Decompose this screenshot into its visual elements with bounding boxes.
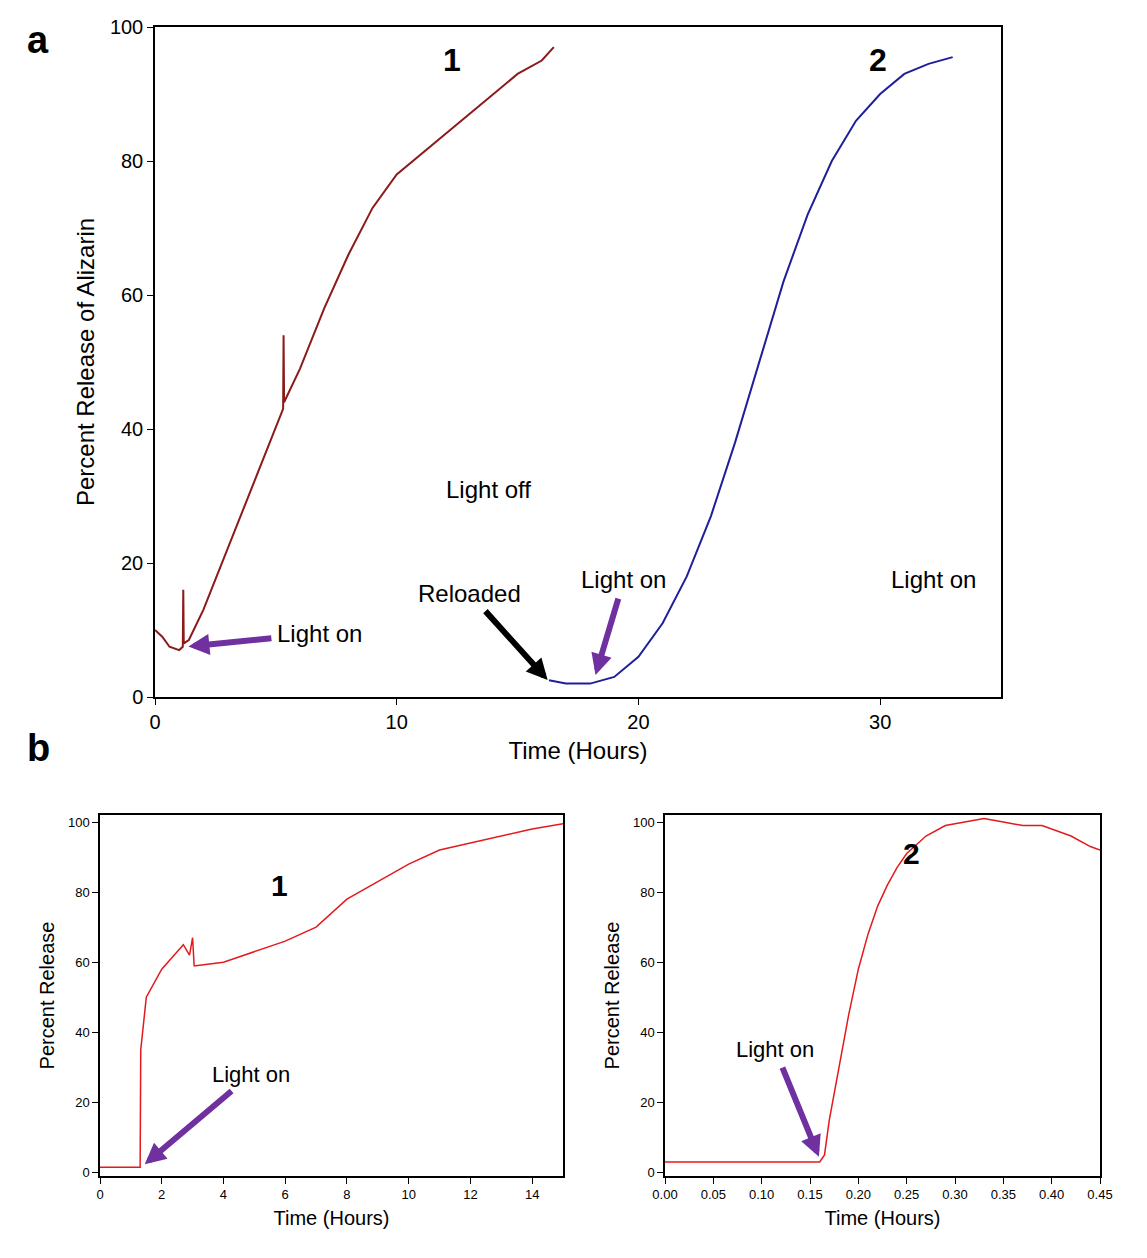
svg-text:60: 60 (75, 955, 89, 970)
svg-text:0.10: 0.10 (749, 1187, 774, 1202)
svg-text:2: 2 (903, 837, 920, 870)
svg-text:8: 8 (343, 1187, 350, 1202)
svg-text:20: 20 (640, 1095, 654, 1110)
svg-text:0.25: 0.25 (894, 1187, 919, 1202)
svg-text:Light on: Light on (581, 566, 666, 593)
svg-text:0.45: 0.45 (1087, 1187, 1112, 1202)
svg-text:Percent Release: Percent Release (601, 922, 623, 1070)
svg-text:20: 20 (121, 552, 143, 574)
svg-text:Percent Release of Alizarin: Percent Release of Alizarin (72, 218, 99, 506)
svg-text:20: 20 (627, 711, 649, 733)
svg-text:0.35: 0.35 (991, 1187, 1016, 1202)
svg-text:0: 0 (132, 686, 143, 708)
svg-text:6: 6 (282, 1187, 289, 1202)
svg-text:80: 80 (75, 885, 89, 900)
svg-text:Time (Hours): Time (Hours) (825, 1207, 941, 1229)
svg-text:80: 80 (121, 150, 143, 172)
svg-text:30: 30 (869, 711, 891, 733)
svg-text:100: 100 (110, 16, 143, 38)
svg-text:Reloaded: Reloaded (418, 580, 521, 607)
svg-text:10: 10 (401, 1187, 415, 1202)
svg-text:4: 4 (220, 1187, 227, 1202)
svg-text:0: 0 (149, 711, 160, 733)
svg-text:0.40: 0.40 (1039, 1187, 1064, 1202)
svg-text:40: 40 (75, 1025, 89, 1040)
svg-text:Time (Hours): Time (Hours) (274, 1207, 390, 1229)
svg-text:40: 40 (121, 418, 143, 440)
svg-text:14: 14 (525, 1187, 539, 1202)
svg-text:100: 100 (633, 815, 655, 830)
svg-text:0: 0 (82, 1165, 89, 1180)
svg-text:60: 60 (640, 955, 654, 970)
svg-text:1: 1 (443, 42, 461, 78)
svg-text:1: 1 (271, 869, 288, 902)
svg-text:b: b (27, 727, 50, 769)
svg-text:0.30: 0.30 (942, 1187, 967, 1202)
svg-text:40: 40 (640, 1025, 654, 1040)
svg-text:2: 2 (158, 1187, 165, 1202)
svg-text:0.20: 0.20 (846, 1187, 871, 1202)
svg-text:a: a (27, 19, 49, 61)
svg-text:0: 0 (647, 1165, 654, 1180)
svg-text:Light on: Light on (891, 566, 976, 593)
svg-text:10: 10 (386, 711, 408, 733)
svg-text:2: 2 (869, 42, 887, 78)
svg-text:0.05: 0.05 (701, 1187, 726, 1202)
svg-text:20: 20 (75, 1095, 89, 1110)
svg-text:Percent Release: Percent Release (36, 922, 58, 1070)
svg-text:0.00: 0.00 (652, 1187, 677, 1202)
svg-text:Time (Hours): Time (Hours) (508, 737, 647, 764)
svg-text:0.15: 0.15 (797, 1187, 822, 1202)
svg-text:Light off: Light off (446, 476, 531, 503)
svg-text:100: 100 (68, 815, 90, 830)
svg-text:12: 12 (463, 1187, 477, 1202)
svg-text:Light on: Light on (736, 1037, 814, 1062)
svg-text:Light on: Light on (212, 1062, 290, 1087)
svg-text:80: 80 (640, 885, 654, 900)
svg-text:60: 60 (121, 284, 143, 306)
svg-text:Light on: Light on (277, 620, 362, 647)
svg-text:0: 0 (96, 1187, 103, 1202)
